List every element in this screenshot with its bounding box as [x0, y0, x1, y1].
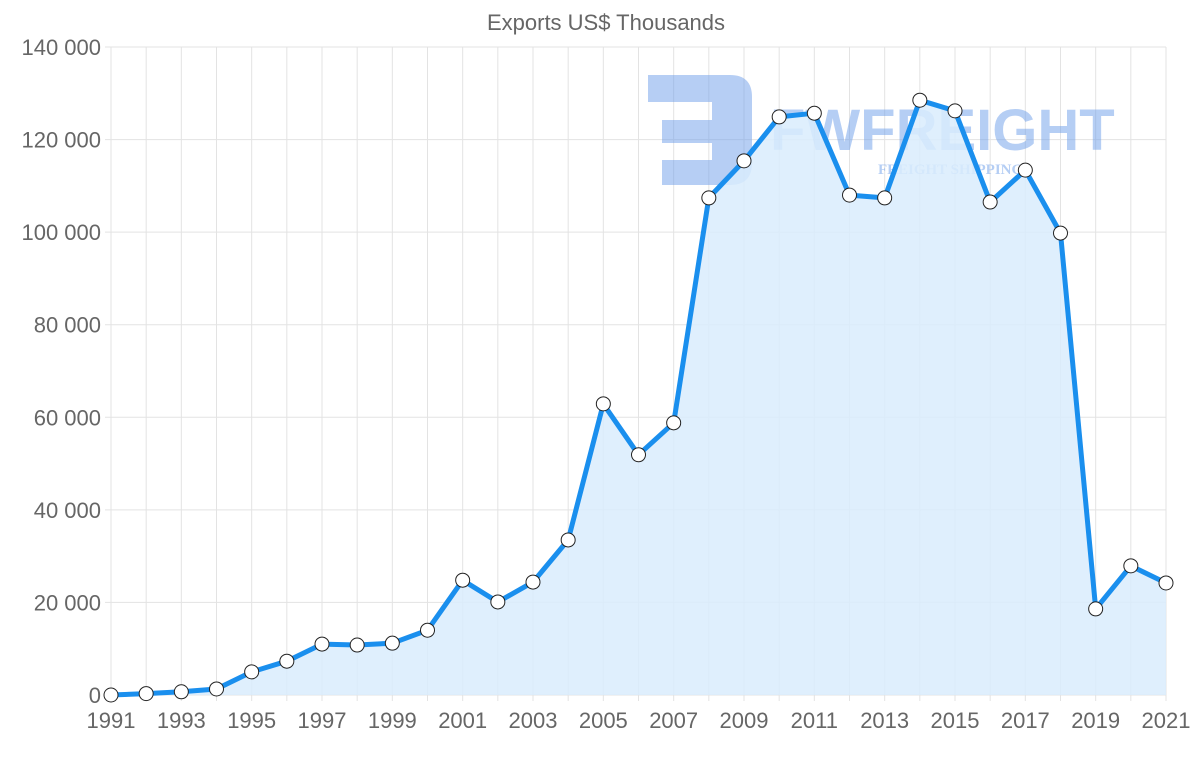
data-point[interactable]	[701, 190, 717, 206]
data-point[interactable]	[314, 636, 330, 652]
x-tick-label: 2013	[860, 708, 909, 733]
x-tick-label: 2003	[509, 708, 558, 733]
y-tick-label: 60 000	[34, 405, 101, 430]
x-tick-label: 2007	[649, 708, 698, 733]
chart-title: Exports US$ Thousands	[487, 10, 725, 35]
data-points	[103, 92, 1174, 703]
area-fill	[111, 100, 1166, 695]
data-point[interactable]	[420, 622, 435, 638]
x-tick-label: 2001	[438, 708, 487, 733]
data-point[interactable]	[209, 681, 224, 697]
y-tick-label: 0	[89, 683, 101, 708]
data-point[interactable]	[1017, 162, 1033, 178]
x-tick-label: 2009	[720, 708, 769, 733]
data-point[interactable]	[877, 190, 893, 206]
data-point[interactable]	[560, 532, 576, 548]
y-axis: 0 20 000 40 000 60 000 80 000 100 000 120 000 1…	[21, 35, 101, 708]
watermark-logo: FWFREIGHT FREIGHT SHIPPING	[648, 75, 1115, 185]
data-point[interactable]	[244, 664, 260, 680]
data-point[interactable]	[806, 105, 822, 121]
data-point[interactable]	[384, 635, 400, 651]
data-point[interactable]	[1158, 575, 1174, 591]
x-tick-label: 1995	[227, 708, 276, 733]
x-tick-label: 2015	[931, 708, 980, 733]
data-point[interactable]	[771, 109, 787, 125]
y-tick-label: 140 000	[21, 35, 101, 60]
x-tick-label: 2005	[579, 708, 628, 733]
data-point[interactable]	[103, 687, 119, 703]
y-tick-label: 100 000	[21, 220, 101, 245]
data-point[interactable]	[349, 637, 365, 653]
y-tick-label: 80 000	[34, 313, 101, 338]
x-tick-label: 2019	[1071, 708, 1120, 733]
logo-mark-icon	[648, 75, 752, 185]
data-point[interactable]	[490, 594, 506, 610]
x-tick-label: 1997	[298, 708, 347, 733]
data-point[interactable]	[138, 686, 154, 702]
x-tick-label: 1991	[87, 708, 136, 733]
y-tick-label: 40 000	[34, 498, 101, 523]
data-point[interactable]	[1088, 601, 1104, 617]
y-tick-label: 20 000	[34, 590, 101, 615]
x-tick-label: 1993	[157, 708, 206, 733]
data-point[interactable]	[631, 447, 646, 463]
data-point[interactable]	[1123, 558, 1139, 574]
data-point[interactable]	[947, 103, 963, 119]
x-tick-label: 2017	[1001, 708, 1050, 733]
data-point[interactable]	[982, 194, 998, 210]
x-tick-label: 2021	[1142, 708, 1191, 733]
data-point[interactable]	[842, 187, 857, 203]
data-point[interactable]	[595, 396, 611, 412]
x-axis: 1991 1993 1995 1997 1999 2001 2003 2005 2007 2009…	[87, 708, 1191, 733]
x-tick-label: 1999	[368, 708, 417, 733]
data-point[interactable]	[1053, 225, 1068, 241]
data-point[interactable]	[666, 415, 682, 431]
data-point[interactable]	[736, 153, 752, 169]
data-point[interactable]	[279, 653, 295, 669]
data-point[interactable]	[912, 92, 928, 108]
data-point[interactable]	[455, 572, 471, 588]
data-point[interactable]	[173, 684, 189, 700]
x-tick-label: 2011	[791, 708, 838, 733]
y-tick-label: 120 000	[21, 128, 101, 153]
data-point[interactable]	[525, 574, 541, 590]
